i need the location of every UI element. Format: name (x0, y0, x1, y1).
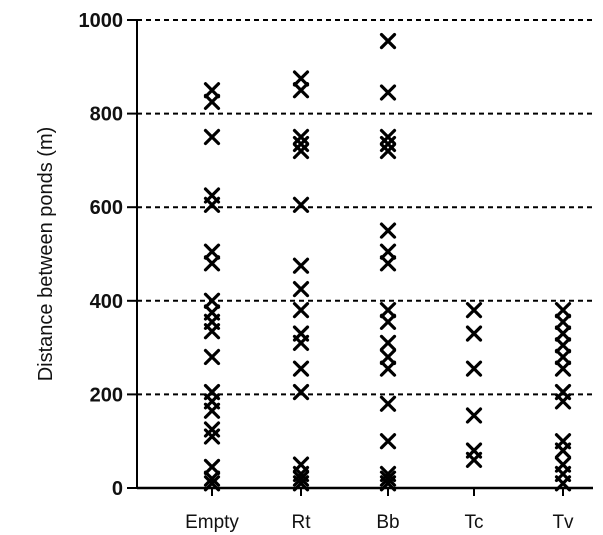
data-point (554, 442, 572, 459)
data-point (203, 82, 221, 99)
data-point (379, 243, 397, 260)
data-point (554, 325, 572, 342)
data-point (203, 196, 221, 213)
x-category-label: Tv (552, 512, 574, 533)
data-point (292, 302, 310, 319)
data-point (379, 302, 397, 319)
x-category-labels: Empty Rt Bb Tc Tv (185, 512, 574, 533)
data-point (379, 313, 397, 330)
data-point (292, 196, 310, 213)
data-point (379, 84, 397, 101)
x-category-label: Tc (465, 512, 484, 533)
data-point (203, 402, 221, 419)
data-point (292, 360, 310, 377)
x-category-label: Empty (185, 512, 239, 533)
data-point (203, 428, 221, 445)
data-point (465, 407, 483, 424)
data-point (203, 93, 221, 111)
data-point (292, 475, 310, 492)
data-point (465, 325, 483, 342)
data-point (379, 395, 397, 412)
data-point (379, 360, 397, 377)
data-point (465, 451, 483, 469)
data-point (465, 302, 483, 319)
data-point (292, 334, 310, 352)
y-tick-label: 0 (112, 478, 123, 500)
y-tick-label: 800 (90, 104, 123, 126)
data-point (379, 475, 397, 492)
data-point (554, 337, 572, 354)
data-point (379, 255, 397, 272)
data-point (379, 334, 397, 352)
data-point (554, 313, 572, 330)
data-point (379, 470, 397, 487)
data-point (554, 360, 572, 377)
data-points (203, 32, 572, 492)
y-axis-title: Distance between ponds (m) (35, 127, 57, 382)
y-tick-label: 400 (90, 291, 123, 313)
data-point (379, 433, 397, 450)
data-point (379, 348, 397, 366)
data-point (203, 470, 221, 487)
data-point (554, 475, 572, 492)
axes (127, 19, 593, 496)
data-point (292, 70, 310, 87)
x-category-label: Rt (292, 512, 312, 533)
data-point (292, 470, 310, 487)
x-category-label: Bb (376, 512, 399, 533)
data-point (292, 383, 310, 401)
data-point (292, 281, 310, 298)
data-point (379, 32, 397, 50)
data-point (203, 243, 221, 260)
y-tick-label: 600 (90, 197, 123, 219)
data-point (554, 302, 572, 319)
data-point (203, 255, 221, 272)
y-tick-label: 200 (90, 384, 123, 406)
data-point (465, 360, 483, 377)
data-point (379, 142, 397, 160)
data-point (203, 292, 221, 309)
data-point (203, 458, 221, 476)
data-point (292, 142, 310, 160)
y-tick-label: 1000 (79, 10, 124, 32)
data-point (203, 323, 221, 340)
data-point (203, 348, 221, 366)
data-point (292, 257, 310, 274)
data-point (203, 475, 221, 492)
data-point (203, 128, 221, 146)
data-point (379, 222, 397, 239)
data-point (554, 393, 572, 410)
data-point (292, 82, 310, 99)
data-point (554, 348, 572, 366)
y-tick-labels: 0 200 400 600 800 1000 (79, 10, 124, 500)
